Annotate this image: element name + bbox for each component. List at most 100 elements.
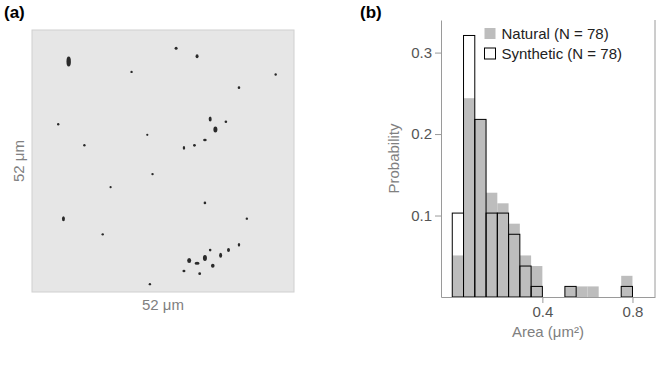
- bar-filled: [554, 297, 565, 298]
- tick-mark: [435, 216, 441, 217]
- bar-outline: [610, 297, 621, 298]
- particle: [246, 217, 248, 219]
- bar-filled: [486, 193, 497, 297]
- particle: [62, 216, 65, 221]
- particle: [182, 270, 185, 272]
- tick-label: 0.2: [411, 125, 432, 142]
- particle: [213, 127, 217, 133]
- tick-mark: [435, 134, 441, 135]
- particle: [209, 249, 212, 252]
- series-1: [452, 35, 632, 297]
- panel-label: (a): [4, 3, 25, 22]
- particle: [195, 262, 200, 265]
- legend-swatch: [485, 48, 496, 59]
- bar-outline: [531, 286, 542, 297]
- bar-outline: [464, 35, 475, 297]
- particle: [175, 47, 178, 50]
- legend-label: Natural (N = 78): [502, 25, 609, 42]
- bar-outline: [486, 213, 497, 297]
- particle: [183, 146, 185, 150]
- particle: [209, 117, 212, 122]
- bar-filled: [464, 98, 475, 297]
- bar-outline: [587, 297, 598, 298]
- tick-mark: [435, 53, 441, 54]
- bar-outline: [621, 286, 632, 297]
- bar-filled: [497, 203, 508, 297]
- bar-filled: [531, 266, 542, 297]
- bar-outline: [576, 297, 587, 298]
- bar-filled: [599, 297, 610, 298]
- legend: Natural (N = 78) Synthetic (N = 78): [485, 25, 622, 62]
- image-x-label: 52 μm: [142, 296, 184, 313]
- panel-label: (b): [360, 3, 382, 22]
- tick-label: 0.1: [411, 207, 432, 224]
- particle: [130, 71, 132, 73]
- tick: 0.1: [411, 207, 441, 224]
- bar-filled: [509, 224, 520, 297]
- frame-line: [655, 20, 656, 297]
- particle: [198, 272, 201, 275]
- particle: [211, 264, 215, 268]
- particle: [151, 173, 153, 175]
- bar-filled: [621, 276, 632, 297]
- bar-filled: [587, 286, 598, 297]
- particle: [225, 120, 228, 123]
- particle: [187, 258, 191, 263]
- micrograph: [32, 30, 294, 292]
- bar-filled: [576, 286, 587, 297]
- y-axis-title: Probability: [385, 123, 402, 194]
- particle: [110, 186, 112, 188]
- bar-outline: [497, 213, 508, 297]
- bar-filled: [542, 297, 553, 298]
- particle: [196, 54, 199, 58]
- particle: [274, 73, 276, 75]
- particle: [219, 253, 222, 258]
- figure: (a) 52 μm 52 μm (b) 0.4 0.8 0.1 0.2 0.3 Area (μm²…: [0, 0, 664, 374]
- bar-outline: [452, 213, 463, 297]
- particle: [204, 202, 207, 205]
- bar-outline: [509, 234, 520, 297]
- y-axis: 0.1 0.2 0.3: [411, 21, 441, 298]
- particle: [203, 255, 207, 261]
- tick: 0.2: [411, 125, 441, 142]
- bar-outline: [542, 297, 553, 298]
- bar-filled: [565, 286, 576, 297]
- legend-swatch: [485, 28, 496, 39]
- particle: [203, 139, 207, 141]
- bars: [452, 35, 632, 297]
- particle: [149, 283, 151, 285]
- particle: [146, 134, 148, 136]
- image-y-label: 52 μm: [10, 140, 27, 182]
- x-axis: 0.4 0.8: [442, 297, 656, 320]
- bar-outline: [599, 297, 610, 298]
- particle: [193, 144, 196, 147]
- bar-filled: [520, 255, 531, 297]
- bar-filled: [632, 297, 643, 298]
- x-axis-title: Area (μm²): [512, 323, 584, 340]
- particle: [102, 233, 104, 235]
- tick-label: 0.8: [623, 303, 644, 320]
- particle: [238, 86, 241, 89]
- bar-outline: [632, 297, 643, 298]
- tick: 0.3: [411, 44, 441, 61]
- axis-line: [441, 21, 442, 298]
- series-0: [452, 98, 632, 297]
- particle: [57, 123, 59, 125]
- particle: [238, 243, 240, 247]
- particle: [83, 144, 85, 146]
- bar-filled: [452, 255, 463, 297]
- bar-outline: [520, 266, 531, 297]
- bar-outline: [554, 297, 565, 298]
- axis-line: [442, 297, 656, 298]
- particle: [227, 248, 230, 252]
- tick-label: 0.4: [532, 303, 553, 320]
- particle: [66, 56, 70, 66]
- micrograph-background: [32, 30, 294, 292]
- bar-filled: [610, 297, 621, 298]
- tick-label: 0.3: [411, 44, 432, 61]
- tick: 0.8: [623, 297, 644, 320]
- legend-label: Synthetic (N = 78): [502, 45, 622, 62]
- tick: 0.4: [532, 297, 553, 320]
- bar-filled: [475, 119, 486, 297]
- bar-outline: [565, 286, 576, 297]
